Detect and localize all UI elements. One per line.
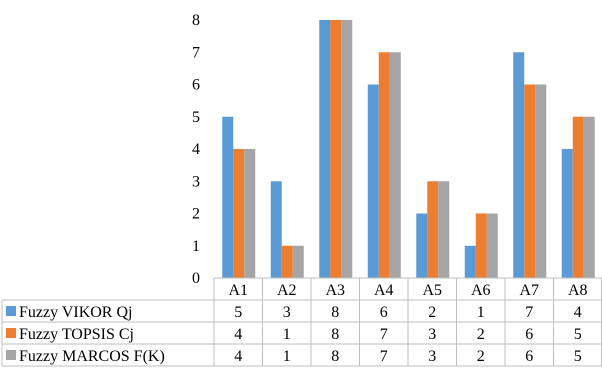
- table-value-a2: 1: [283, 326, 291, 343]
- data-table-rows: Fuzzy VIKOR Qj 5 3 8 6 2 1 7 4 Fuzzy TOPSIS Cj 4 1 8…: [6, 304, 582, 365]
- bar-a7-series-3: [535, 84, 547, 278]
- category-label-a3: A3: [325, 282, 345, 299]
- table-row-series-1: Fuzzy VIKOR Qj 5 3 8 6 2 1 7 4: [6, 304, 582, 321]
- y-tick-label: 3: [192, 173, 200, 190]
- category-label-a2: A2: [277, 282, 297, 299]
- table-value-a3: 8: [331, 348, 339, 365]
- bar-a2-series-2: [281, 245, 293, 278]
- table-row-series-3: Fuzzy MARCOS F(K) 4 1 8 7 3 2 6 5: [6, 348, 582, 365]
- category-label-a6: A6: [471, 282, 491, 299]
- table-value-a3: 8: [331, 326, 339, 343]
- table-value-a7: 6: [525, 348, 533, 365]
- bar-a8-series-2: [572, 116, 584, 278]
- bar-a5-series-1: [416, 213, 428, 278]
- table-value-a5: 3: [428, 326, 436, 343]
- bar-a3-series-2: [330, 20, 342, 278]
- table-value-a8: 4: [574, 304, 582, 321]
- bar-a6-series-3: [486, 213, 498, 278]
- bar-a5-series-3: [438, 181, 450, 278]
- category-label-a5: A5: [422, 282, 442, 299]
- category-label-a7: A7: [519, 282, 539, 299]
- category-label-a4: A4: [374, 282, 394, 299]
- bar-a4-series-3: [389, 52, 401, 278]
- legend-series-name: Fuzzy MARCOS F(K): [19, 348, 165, 365]
- y-tick-label: 1: [192, 238, 200, 255]
- bar-a2-series-1: [270, 181, 282, 278]
- y-tick-label: 2: [192, 206, 200, 223]
- bar-a1-series-1: [222, 116, 234, 278]
- table-value-a5: 3: [428, 348, 436, 365]
- table-value-a1: 4: [234, 326, 242, 343]
- table-value-a2: 3: [283, 304, 291, 321]
- table-value-a8: 5: [574, 326, 582, 343]
- table-value-a4: 6: [380, 304, 388, 321]
- category-label-a1: A1: [228, 282, 248, 299]
- data-table-grid: [1, 277, 602, 367]
- table-value-a7: 7: [525, 304, 533, 321]
- legend-key-swatch: [6, 306, 16, 316]
- bar-a5-series-2: [427, 181, 439, 278]
- y-tick-label: 4: [192, 141, 200, 158]
- bar-a1-series-3: [244, 149, 256, 278]
- table-value-a4: 7: [380, 326, 388, 343]
- table-value-a1: 5: [234, 304, 242, 321]
- legend-key-swatch: [6, 350, 16, 360]
- bar-a6-series-1: [464, 245, 476, 278]
- table-value-a3: 8: [331, 304, 339, 321]
- table-value-a6: 1: [477, 304, 485, 321]
- bar-a3-series-3: [341, 20, 353, 278]
- bar-a8-series-3: [583, 116, 595, 278]
- y-tick-label: 6: [192, 77, 200, 94]
- legend-key-swatch: [6, 328, 16, 338]
- y-tick-label: 5: [192, 109, 200, 126]
- legend-series-name: Fuzzy TOPSIS Cj: [19, 326, 134, 343]
- table-row-series-2: Fuzzy TOPSIS Cj 4 1 8 7 3 2 6 5: [6, 326, 582, 343]
- y-axis-tick-labels: 0 1 2 3 4 5 6 7 8: [192, 12, 200, 287]
- legend-series-name: Fuzzy VIKOR Qj: [19, 304, 132, 321]
- bar-a2-series-3: [292, 245, 304, 278]
- table-value-a8: 5: [574, 348, 582, 365]
- bar-a7-series-1: [513, 52, 525, 278]
- bar-a8-series-1: [561, 149, 573, 278]
- table-value-a6: 2: [477, 326, 485, 343]
- table-value-a4: 7: [380, 348, 388, 365]
- table-value-a2: 1: [283, 348, 291, 365]
- table-value-a5: 2: [428, 304, 436, 321]
- category-label-a8: A8: [568, 282, 588, 299]
- bar-a3-series-1: [319, 20, 331, 278]
- bar-a4-series-2: [378, 52, 390, 278]
- table-value-a1: 4: [234, 348, 242, 365]
- x-axis-category-labels: A1 A2 A3 A4 A5 A6 A7 A8: [228, 282, 587, 299]
- bar-a6-series-2: [475, 213, 487, 278]
- bar-a1-series-2: [233, 149, 245, 278]
- y-tick-label: 7: [192, 44, 200, 61]
- table-value-a6: 2: [477, 348, 485, 365]
- bar-a4-series-1: [367, 84, 379, 278]
- bar-series-group: [222, 20, 595, 278]
- bar-a7-series-2: [524, 84, 536, 278]
- table-value-a7: 6: [525, 326, 533, 343]
- y-tick-label: 0: [192, 270, 200, 287]
- y-tick-label: 8: [192, 12, 200, 29]
